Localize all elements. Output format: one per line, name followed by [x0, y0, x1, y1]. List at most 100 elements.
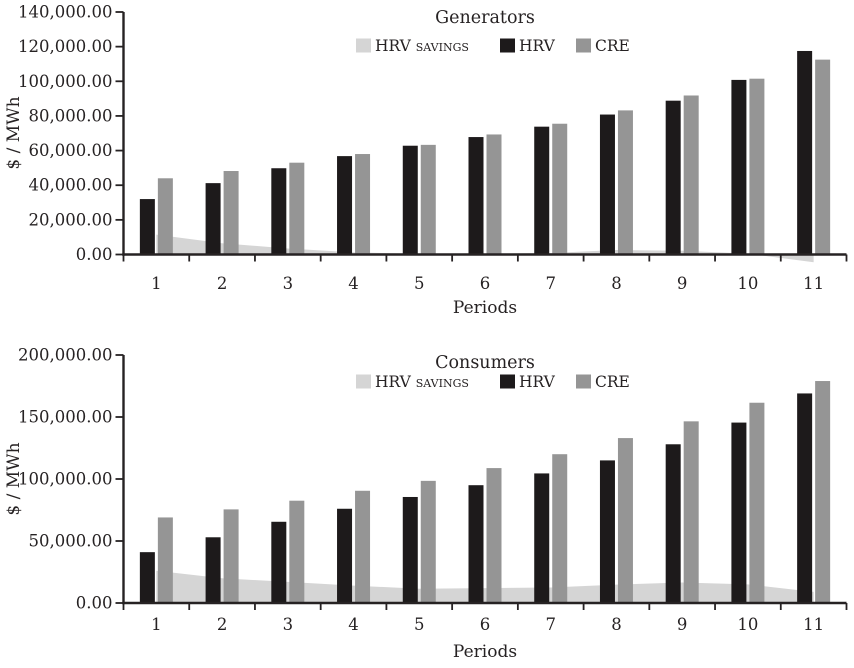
- bar-hrv-p4: [337, 508, 353, 603]
- bar-cre-p1: [157, 517, 173, 603]
- bar-hrv-p4: [337, 156, 353, 255]
- y-tick-label: 120,000.00: [18, 37, 112, 56]
- bar-cre-p10: [749, 402, 765, 603]
- bar-hrv-p1: [139, 199, 155, 255]
- legend-swatch-hrv: [500, 374, 515, 389]
- legend-label-hrv-savings: HRV savings: [375, 37, 469, 55]
- x-tick-label: 9: [677, 274, 688, 293]
- bar-hrv-p10: [731, 79, 747, 255]
- y-tick-label: 40,000.00: [29, 176, 113, 195]
- bar-hrv-p7: [534, 473, 550, 603]
- x-tick-label: 7: [545, 615, 556, 634]
- consumers-chart: 0.00 50,000.00 100,000.00 150,000.00 200,000…: [4, 346, 848, 662]
- x-tick-label: 8: [611, 615, 622, 634]
- bar-hrv-p10: [731, 422, 747, 603]
- generators-chart: 0.00 20,000.00 40,000.00 60,000.00 80,000.00…: [4, 3, 848, 318]
- bar-hrv-p2: [205, 183, 221, 255]
- y-tick-label: 0.00: [76, 245, 113, 264]
- x-tick-label: 6: [480, 615, 491, 634]
- x-tick-label: 10: [737, 615, 758, 634]
- bar-cre-p4: [355, 490, 371, 603]
- x-tick-label: 8: [611, 274, 622, 293]
- bar-hrv-p6: [468, 485, 484, 603]
- x-tick-label: 2: [217, 274, 228, 293]
- y-axis-title: $ / MWh: [4, 442, 24, 515]
- y-tick-label: 100,000.00: [18, 72, 112, 91]
- x-tick-label: 4: [348, 615, 359, 634]
- y-tick-label: 100,000.00: [18, 470, 112, 489]
- x-tick-label: 3: [283, 274, 294, 293]
- bar-hrv-p9: [665, 444, 681, 603]
- legend-label-hrv-savings: HRV savings: [375, 373, 469, 391]
- bar-cre-p9: [683, 421, 699, 603]
- legend-label-hrv: HRV: [519, 373, 556, 391]
- x-tick-label: 4: [348, 274, 359, 293]
- x-tick-label: 11: [803, 274, 824, 293]
- x-tick-label: 11: [803, 615, 824, 634]
- chart-title: Generators: [435, 8, 535, 28]
- bar-cre-p11: [815, 381, 831, 603]
- bar-cre-p1: [157, 178, 173, 255]
- y-tick-label: 20,000.00: [29, 210, 113, 229]
- bar-hrv-p9: [665, 100, 681, 255]
- x-axis-title: Periods: [453, 642, 517, 662]
- bar-hrv-p6: [468, 137, 484, 255]
- legend-swatch-cre: [576, 374, 591, 389]
- y-axis-title: $ / MWh: [4, 96, 24, 169]
- legend-label-cre: CRE: [595, 373, 630, 391]
- bar-cre-p3: [289, 162, 305, 255]
- chart-title: Consumers: [435, 353, 535, 373]
- legend-label-cre: CRE: [595, 37, 630, 55]
- bar-hrv-p8: [599, 114, 615, 255]
- bar-cre-p7: [552, 454, 568, 603]
- bar-cre-p6: [486, 468, 502, 603]
- bar-cre-p10: [749, 78, 765, 255]
- bar-cre-p11: [815, 59, 831, 255]
- x-tick-label: 10: [737, 274, 758, 293]
- bar-hrv-p5: [402, 145, 418, 255]
- bar-cre-p2: [223, 171, 239, 255]
- x-tick-label: 2: [217, 615, 228, 634]
- x-tick-label: 6: [480, 274, 491, 293]
- bar-hrv-p8: [599, 460, 615, 603]
- x-tick-label: 5: [414, 274, 425, 293]
- y-tick-label: 60,000.00: [29, 141, 113, 160]
- bar-cre-p8: [617, 110, 633, 255]
- legend-swatch-cre: [576, 38, 591, 53]
- bar-hrv-p5: [402, 496, 418, 603]
- x-tick-label: 5: [414, 615, 425, 634]
- y-tick-label: 0.00: [76, 594, 113, 613]
- bar-cre-p5: [420, 144, 436, 255]
- y-tick-label: 150,000.00: [18, 408, 112, 427]
- x-axis-title: Periods: [453, 298, 517, 318]
- hrv-savings-area: [156, 234, 814, 263]
- bar-hrv-p2: [205, 537, 221, 603]
- x-tick-label: 9: [677, 615, 688, 634]
- x-tick-label: 7: [545, 274, 556, 293]
- x-tick-label: 1: [151, 615, 162, 634]
- x-tick-label: 1: [151, 274, 162, 293]
- bar-hrv-p7: [534, 126, 550, 255]
- y-tick-label: 200,000.00: [18, 346, 112, 365]
- bar-cre-p4: [355, 154, 371, 255]
- bar-hrv-p1: [139, 552, 155, 603]
- bar-hrv-p11: [797, 393, 813, 603]
- bar-cre-p9: [683, 95, 699, 255]
- bar-hrv-p3: [271, 168, 287, 255]
- bar-hrv-p11: [797, 50, 813, 255]
- legend-label-hrv: HRV: [519, 37, 556, 55]
- legend-swatch-hrv-savings: [356, 374, 371, 389]
- y-tick-label: 80,000.00: [29, 106, 113, 125]
- y-tick-label: 50,000.00: [29, 532, 113, 551]
- bar-cre-p3: [289, 500, 305, 603]
- bar-cre-p6: [486, 134, 502, 255]
- legend-swatch-hrv: [500, 38, 515, 53]
- bar-hrv-p3: [271, 521, 287, 603]
- y-tick-label: 140,000.00: [18, 3, 112, 22]
- bar-cre-p2: [223, 509, 239, 603]
- bar-cre-p5: [420, 480, 436, 603]
- hrv-savings-area: [156, 570, 814, 603]
- x-tick-label: 3: [283, 615, 294, 634]
